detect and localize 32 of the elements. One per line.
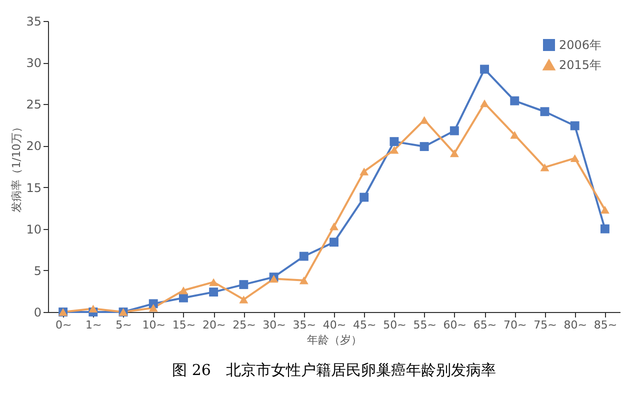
x-tick-label: 80~ <box>564 318 587 332</box>
y-tick-label: 25 <box>26 98 42 112</box>
x-axis-title: 年龄（岁） <box>307 334 362 346</box>
x-tick-label: 40~ <box>322 318 346 332</box>
x-tick-label: 30~ <box>262 318 286 332</box>
y-tick-label: 0 <box>34 306 42 320</box>
x-tick-label: 65~ <box>473 318 497 332</box>
legend-label: 2015年 <box>559 58 602 72</box>
x-tick-label: 50~ <box>383 318 406 332</box>
y-tick-label: 5 <box>34 264 42 278</box>
y-axis-title: 发病率（1/10万） <box>10 122 24 212</box>
x-tick-label: 85~ <box>594 318 618 332</box>
x-tick-label: 70~ <box>504 318 527 332</box>
x-tick-label: 60~ <box>443 318 467 332</box>
y-tick-label: 10 <box>26 222 42 236</box>
x-tick-label: 20~ <box>202 318 226 332</box>
y-tick-label: 20 <box>26 139 42 154</box>
legend-label: 2006年 <box>559 38 602 52</box>
x-tick-label: 55~ <box>413 318 436 332</box>
x-tick-label: 45~ <box>352 318 376 332</box>
text: 图 26 北京市女性户籍居民卵巢癌年龄别发病率 <box>172 361 496 379</box>
x-tick-label: 5~ <box>116 318 132 332</box>
x-tick-label: 35~ <box>292 318 316 332</box>
y-tick-label: 35 <box>26 14 42 28</box>
y-tick-label: 30 <box>26 56 42 70</box>
x-tick-label: 0~ <box>55 318 72 332</box>
x-tick-label: 1~ <box>86 318 102 332</box>
x-tick-label: 10~ <box>142 318 166 332</box>
x-tick-label: 25~ <box>232 318 256 332</box>
y-tick-label: 15 <box>26 180 42 195</box>
x-tick-label: 15~ <box>172 318 196 332</box>
x-tick-label: 75~ <box>534 318 557 332</box>
